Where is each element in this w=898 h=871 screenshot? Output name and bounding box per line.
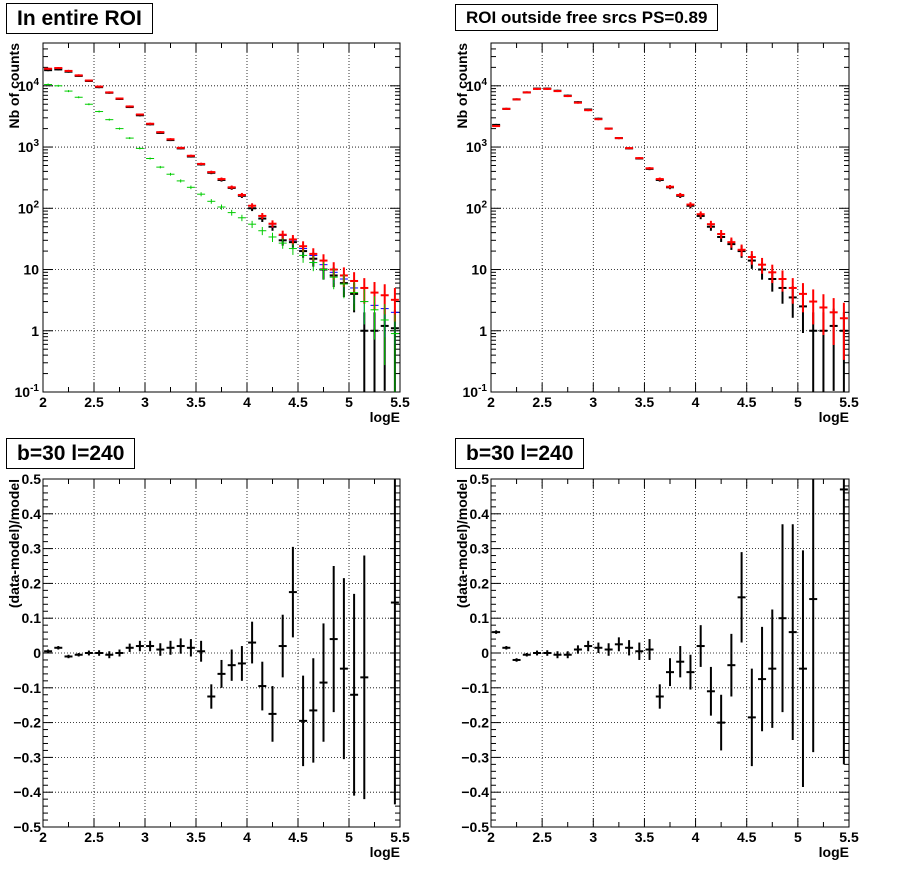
- x-tick-label: 5: [345, 829, 353, 845]
- y-tick-label: −0.2: [13, 715, 41, 731]
- series-4: [44, 83, 399, 392]
- y-tick-label: −0.1: [461, 680, 489, 696]
- series-2: [492, 87, 848, 360]
- x-axis-label: logE: [370, 409, 400, 425]
- y-tick-label: 0.3: [470, 541, 490, 557]
- y-tick-label: 0.5: [22, 471, 42, 487]
- y-tick-label: 0.2: [470, 575, 490, 591]
- plot-frame: [42, 42, 401, 393]
- y-tick-label: 0.1: [470, 610, 490, 626]
- y-tick-label: 0.1: [22, 610, 42, 626]
- panel1-title: In entire ROI: [6, 3, 153, 34]
- y-tick-label: 102: [466, 199, 488, 216]
- x-tick-label: 5.5: [839, 829, 859, 845]
- x-tick-label: 5: [794, 829, 802, 845]
- x-tick-label: 4.5: [288, 394, 308, 410]
- y-axis-label: Nb of counts: [6, 43, 22, 129]
- y-axis-label: (data-model)/model: [454, 479, 470, 608]
- y-tick-label: −0.3: [461, 749, 489, 765]
- x-tick-label: 3: [141, 394, 149, 410]
- x-tick-label: 3.5: [186, 829, 206, 845]
- y-tick-label: 10-1: [463, 383, 488, 400]
- x-tick-label: 5.5: [390, 394, 410, 410]
- y-tick-label: −0.4: [13, 784, 41, 800]
- series-1: [44, 479, 399, 805]
- x-axis-label: logE: [370, 844, 400, 860]
- y-axis-label: (data-model)/model: [6, 479, 22, 608]
- x-axis-label: logE: [819, 844, 849, 860]
- panel3-title: b=30 l=240: [6, 438, 136, 469]
- y-tick-label: −0.2: [461, 715, 489, 731]
- x-tick-label: 3: [589, 829, 597, 845]
- x-tick-label: 2.5: [84, 829, 104, 845]
- y-tick-label: 103: [466, 138, 488, 155]
- x-tick-label: 4.5: [737, 829, 757, 845]
- x-tick-label: 3.5: [635, 829, 655, 845]
- y-tick-label: 0.5: [470, 471, 490, 487]
- series-1: [492, 479, 848, 787]
- x-tick-label: 2: [39, 394, 47, 410]
- y-tick-label: −0.5: [13, 819, 41, 835]
- y-tick-label: 0.3: [22, 541, 42, 557]
- x-tick-label: 2.5: [532, 394, 552, 410]
- y-tick-label: 0.2: [22, 575, 42, 591]
- y-tick-label: 0: [481, 645, 489, 661]
- y-tick-label: 1: [479, 323, 487, 339]
- x-tick-label: 5: [345, 394, 353, 410]
- x-tick-label: 3.5: [635, 394, 655, 410]
- y-tick-label: 0.4: [470, 506, 490, 522]
- y-tick-label: −0.5: [461, 819, 489, 835]
- y-tick-label: −0.3: [13, 749, 41, 765]
- x-tick-label: 2: [487, 829, 495, 845]
- x-tick-label: 4: [243, 829, 251, 845]
- y-tick-label: 103: [18, 138, 40, 155]
- x-axis-label: logE: [819, 409, 849, 425]
- x-tick-label: 4.5: [737, 394, 757, 410]
- x-tick-label: 2: [487, 394, 495, 410]
- x-tick-label: 4.5: [288, 829, 308, 845]
- x-tick-label: 5.5: [390, 829, 410, 845]
- x-tick-label: 3: [589, 394, 597, 410]
- x-tick-label: 4: [243, 394, 251, 410]
- panel2-title: ROI outside free srcs PS=0.89: [455, 4, 719, 31]
- y-tick-label: −0.4: [461, 784, 489, 800]
- y-tick-label: 104: [18, 77, 40, 94]
- y-tick-label: 0.4: [22, 506, 42, 522]
- y-tick-label: 10: [23, 262, 39, 278]
- y-tick-label: 10: [471, 262, 487, 278]
- x-tick-label: 4: [692, 394, 700, 410]
- x-tick-label: 2.5: [84, 394, 104, 410]
- y-tick-label: 104: [466, 77, 488, 94]
- y-tick-label: 10-1: [15, 383, 40, 400]
- x-tick-label: 4: [692, 829, 700, 845]
- y-axis-label: Nb of counts: [454, 43, 470, 129]
- x-tick-label: 2: [39, 829, 47, 845]
- x-tick-label: 3: [141, 829, 149, 845]
- y-tick-label: −0.1: [13, 680, 41, 696]
- y-tick-label: 102: [18, 199, 40, 216]
- y-tick-label: 1: [31, 323, 39, 339]
- plot-frame: [490, 42, 850, 393]
- y-tick-label: 0: [33, 645, 41, 661]
- x-tick-label: 3.5: [186, 394, 206, 410]
- x-tick-label: 5: [794, 394, 802, 410]
- x-tick-label: 2.5: [532, 829, 552, 845]
- x-tick-label: 5.5: [839, 394, 859, 410]
- panel4-title: b=30 l=240: [455, 438, 585, 469]
